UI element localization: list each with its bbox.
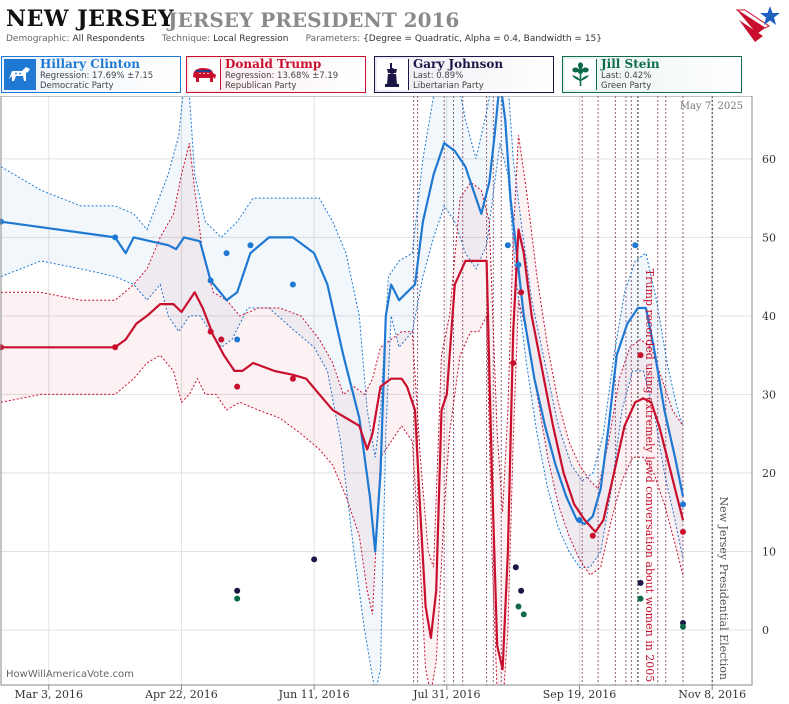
candidate-box-clinton[interactable]: Hillary Clinton Regression: 17.69% ±7.15…	[1, 56, 181, 93]
candidate-party: Green Party	[601, 81, 652, 91]
poll-point	[207, 277, 214, 284]
poll-point	[680, 623, 687, 630]
demographic-value: All Respondents	[72, 34, 145, 44]
poll-point	[515, 261, 522, 268]
y-axis: 0 10 20 30 40 50 60	[762, 153, 776, 637]
x-tick-label: Sep 19, 2016	[543, 688, 617, 701]
poll-point	[289, 375, 296, 382]
candidate-stat: Last: 0.89%	[413, 71, 464, 81]
y-tick-label: 60	[762, 153, 776, 166]
event-annotation-label: New Jersey Presidential Election	[717, 497, 730, 680]
parameters-value: {Degree = Quadratic, Alpha = 0.4, Bandwi…	[363, 34, 602, 44]
poll-point	[247, 242, 254, 249]
x-tick-label: Jun 11, 2016	[278, 688, 350, 701]
confidence-band	[1, 135, 683, 685]
x-tick-label: Jul 31, 2016	[412, 688, 481, 701]
x-axis: Mar 3, 2016 Apr 22, 2016 Jun 11, 2016 Jul 3…	[14, 685, 746, 701]
liberty-icon	[377, 59, 409, 90]
candidate-stat: Regression: 13.68% ±7.19	[225, 71, 339, 81]
poll-point	[223, 250, 230, 257]
elephant-icon	[189, 59, 221, 90]
demographic-label: Demographic:	[6, 34, 70, 44]
poll-point	[680, 501, 687, 508]
y-tick-label: 0	[762, 624, 769, 637]
confidence-band	[1, 96, 683, 685]
y-tick-label: 10	[762, 545, 776, 558]
site-watermark: HowWillAmericaVote.com	[6, 669, 134, 680]
poll-point	[512, 564, 519, 571]
chart-header: NEW JERSEY JERSEY PRESIDENT 2016 Demogra…	[0, 0, 789, 96]
candidate-party: Republican Party	[225, 81, 297, 91]
poll-point	[234, 587, 241, 594]
poll-point	[311, 556, 318, 563]
regression-line	[1, 96, 685, 553]
candidate-party: Democratic Party	[40, 81, 114, 91]
candidate-stat: Regression: 17.69% ±7.15	[40, 71, 154, 81]
event-annotations: Trump recorded using extremely lewd conv…	[643, 269, 730, 683]
poll-point	[112, 344, 119, 351]
y-tick-label: 30	[762, 388, 776, 401]
candidate-name: Donald Trump	[225, 57, 322, 71]
band-upper	[1, 135, 684, 568]
poll-points	[0, 218, 687, 630]
poll-point	[234, 383, 241, 390]
flower-icon	[565, 59, 597, 90]
band-upper	[1, 96, 684, 482]
event-annotation-label: Trump recorded using extremely lewd conv…	[643, 269, 656, 683]
poll-point	[637, 595, 644, 602]
plot-frame	[0, 96, 753, 686]
poll-point	[289, 281, 296, 288]
y-tick-label: 50	[762, 231, 776, 244]
x-tick-label: Nov 8, 2016	[678, 688, 746, 701]
poll-point	[234, 595, 241, 602]
poll-point	[637, 579, 644, 586]
candidate-box-johnson[interactable]: Gary Johnson Last: 0.89% Libertarian Par…	[374, 56, 554, 93]
poll-point	[510, 360, 517, 367]
candidate-box-trump[interactable]: Donald Trump Regression: 13.68% ±7.19 Re…	[186, 56, 366, 93]
technique-value: Local Regression	[213, 34, 289, 44]
band-lower	[1, 300, 684, 685]
race-title: JERSEY PRESIDENT 2016	[168, 8, 460, 32]
regression-line	[1, 228, 685, 671]
donkey-icon	[4, 59, 36, 90]
x-tick-label: Mar 3, 2016	[14, 688, 83, 701]
poll-point	[518, 587, 525, 594]
y-tick-label: 40	[762, 310, 776, 323]
poll-point	[518, 289, 525, 296]
poll-point	[632, 242, 639, 249]
parameters-line: Demographic: All Respondents Technique: …	[6, 34, 602, 44]
candidate-name: Jill Stein	[601, 57, 660, 71]
poll-point	[504, 242, 511, 249]
poll-point	[112, 234, 119, 241]
candidate-name: Hillary Clinton	[40, 57, 140, 71]
site-logo-icon	[735, 6, 780, 42]
y-tick-label: 20	[762, 467, 776, 480]
poll-point	[515, 603, 522, 610]
x-tick-label: Apr 22, 2016	[144, 688, 218, 701]
state-title: NEW JERSEY	[6, 6, 175, 32]
poll-point	[589, 532, 596, 539]
grid-lines	[1, 96, 752, 685]
poll-chart: 0 10 20 30 40 50 60 Mar 3, 2016 Apr 22, 2016 Jun…	[0, 96, 776, 701]
poll-point	[218, 336, 225, 343]
candidate-party: Libertarian Party	[413, 81, 484, 91]
poll-point	[234, 336, 241, 343]
regression-lines	[1, 96, 685, 671]
poll-point	[637, 352, 644, 359]
candidate-box-stein[interactable]: Jill Stein Last: 0.42% Green Party	[562, 56, 742, 93]
confidence-bands	[1, 96, 684, 685]
technique-label: Technique:	[161, 34, 211, 44]
poll-point	[680, 528, 687, 535]
poll-point	[207, 328, 214, 335]
candidate-name: Gary Johnson	[413, 57, 504, 71]
poll-point	[520, 611, 527, 618]
parameters-label: Parameters:	[305, 34, 361, 44]
band-lower	[1, 142, 684, 685]
candidate-stat: Last: 0.42%	[601, 71, 652, 81]
poll-point	[576, 517, 583, 524]
date-stamp: May 7, 2025	[679, 101, 743, 112]
